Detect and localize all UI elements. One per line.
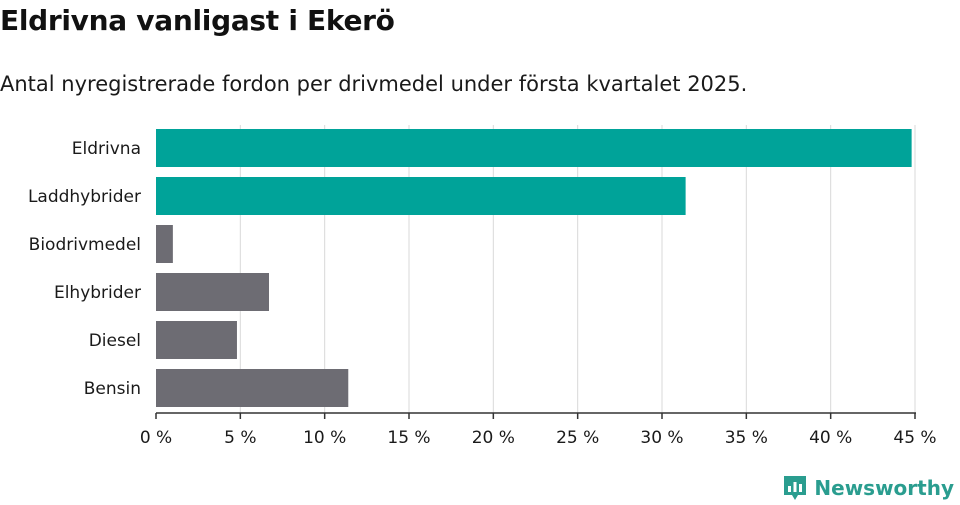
x-tick-label: 35 % (725, 428, 768, 448)
x-tick-label: 5 % (224, 428, 256, 448)
chart-title: Eldrivna vanligast i Ekerö (0, 4, 395, 37)
bar-bensin (156, 369, 349, 407)
x-tick-label: 10 % (303, 428, 346, 448)
newsworthy-logo-icon (784, 476, 807, 500)
x-tick-label: 30 % (640, 428, 683, 448)
x-tick-label: 0 % (140, 428, 172, 448)
category-labels: Eldrivna Laddhybrider Biodrivmedel Elhybrid… (28, 139, 141, 399)
x-tick-label: 45 % (893, 428, 936, 448)
x-tick-label: 25 % (556, 428, 599, 448)
gridlines (239, 125, 916, 413)
bar-diesel (156, 321, 237, 359)
x-tick-label: 20 % (472, 428, 515, 448)
brand-logo[interactable]: Newsworthy (782, 474, 954, 502)
bar-biodrivmedel (156, 225, 173, 263)
bar-laddhybrider (156, 177, 686, 215)
category-label: Diesel (89, 331, 141, 351)
brand-name: Newsworthy (814, 476, 954, 500)
x-tick-label: 40 % (809, 428, 852, 448)
bar-eldrivna (156, 129, 912, 167)
category-label: Elhybrider (54, 283, 141, 303)
category-label: Laddhybrider (28, 187, 141, 207)
category-label: Biodrivmedel (29, 235, 141, 255)
category-label: Eldrivna (72, 139, 141, 159)
chart-subtitle: Antal nyregistrerade fordon per drivmede… (0, 72, 748, 96)
x-axis: 0 % 5 % 10 % 15 % 20 % 25 % 30 % 35 % 40 % 45 % (140, 412, 937, 448)
category-label: Bensin (84, 379, 141, 399)
bars (156, 129, 912, 407)
x-tick-label: 15 % (387, 428, 430, 448)
bar-elhybrider (156, 273, 270, 311)
